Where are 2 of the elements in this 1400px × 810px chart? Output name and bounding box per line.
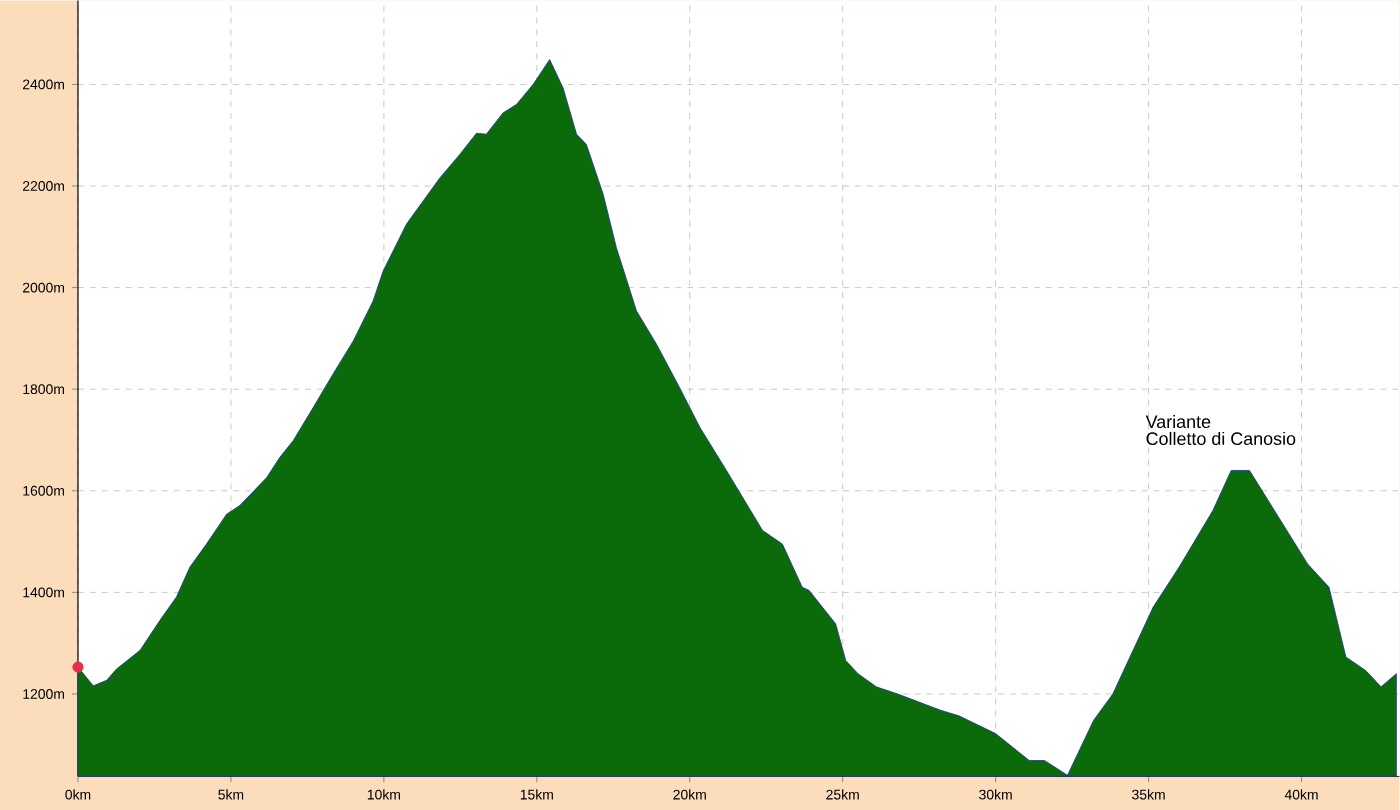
- annotation: Colletto di Canosio: [1146, 431, 1296, 445]
- annotation: Variante: [1145, 414, 1211, 428]
